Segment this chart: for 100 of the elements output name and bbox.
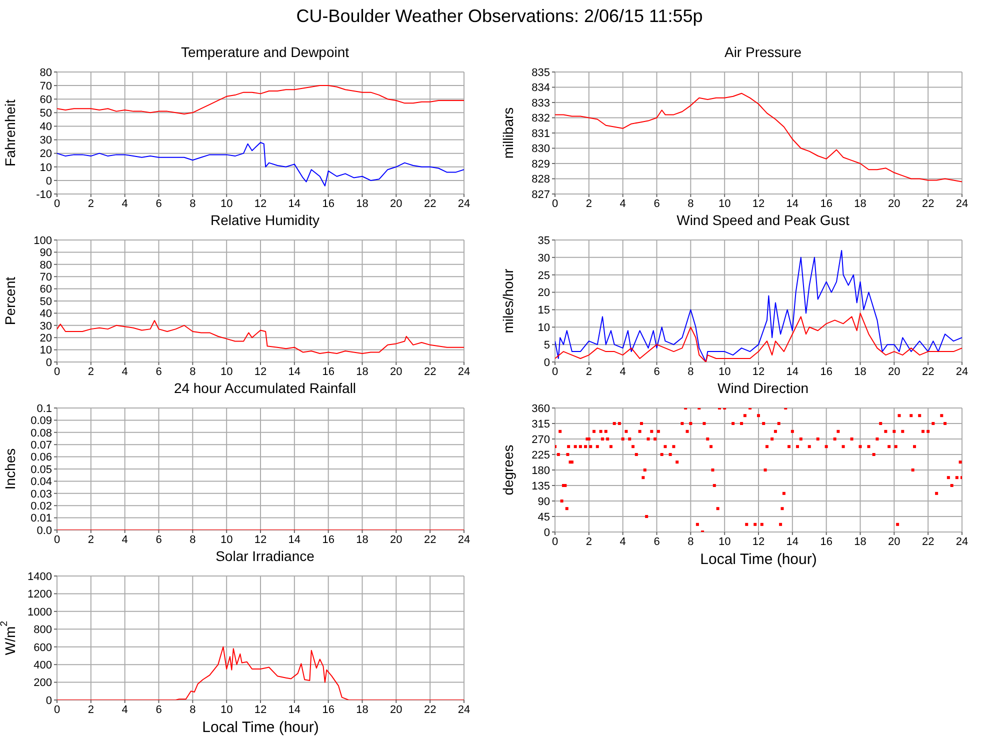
x-tick-label: 6 [654, 198, 660, 210]
x-tick-label: 2 [586, 536, 592, 548]
y-tick-label: 180 [532, 464, 550, 477]
line-series [555, 92, 962, 182]
y-tick-label: 40 [40, 308, 52, 320]
y-axis-title: Fahrenheit [2, 99, 18, 166]
x-tick-label: 18 [854, 198, 866, 210]
y-tick-label: 135 [532, 480, 550, 492]
x-tick-label: 12 [254, 366, 267, 378]
y-tick-label: 270 [532, 434, 550, 446]
x-tick-label: 4 [620, 536, 626, 548]
x-tick-label: 16 [820, 536, 832, 548]
y-tick-label: 1000 [28, 606, 52, 618]
y-tick-label: 30 [40, 134, 52, 147]
x-tick-label: 0 [54, 534, 60, 546]
chart-title: Air Pressure [723, 44, 803, 62]
y-tick-label: 80 [40, 259, 52, 272]
y-tick-label: 20 [40, 332, 52, 345]
x-tick-label: 24 [458, 198, 470, 210]
y-tick-label: 60 [40, 94, 52, 106]
x-tick-label: 20 [888, 366, 900, 378]
chart-title: Solar Irradiance [214, 548, 316, 566]
x-tick-label: 10 [220, 704, 233, 716]
y-axis-title: degrees [500, 444, 516, 496]
y-tick-label: -10 [36, 188, 52, 201]
y-tick-label: 827 [532, 188, 550, 201]
y-tick-label: 0.07 [30, 440, 52, 452]
x-tick-label: 8 [190, 198, 196, 210]
y-tick-label: 360 [532, 402, 550, 415]
x-tick-label: 20 [390, 366, 402, 378]
x-tick-label: 14 [288, 366, 301, 378]
y-tick-label: 0.09 [30, 415, 52, 428]
y-tick-label: 0 [46, 694, 52, 707]
y-tick-label: 15 [538, 304, 550, 317]
x-tick-label: 10 [718, 536, 731, 548]
y-tick-label: 0 [544, 356, 550, 369]
y-tick-label: 10 [40, 344, 52, 357]
x-tick-label: 22 [424, 366, 436, 378]
y-tick-label: 225 [532, 449, 550, 462]
x-tick-label: 22 [424, 198, 436, 210]
x-tick-label: 0 [54, 366, 60, 378]
x-tick-label: 22 [922, 536, 934, 548]
x-tick-label: 8 [688, 198, 694, 210]
y-tick-label: 0.04 [30, 476, 52, 488]
x-tick-label: 22 [922, 366, 934, 378]
y-tick-label: 45 [538, 511, 550, 524]
x-tick-label: 12 [254, 198, 267, 210]
y-tick-label: 10 [538, 322, 550, 334]
y-tick-label: 1200 [28, 588, 52, 601]
x-tick-label: 4 [122, 534, 128, 546]
x-tick-label: 4 [122, 704, 128, 716]
x-tick-label: 14 [786, 198, 799, 210]
x-tick-label: 6 [156, 704, 162, 716]
line-series [57, 320, 464, 354]
x-tick-label: 6 [654, 366, 660, 378]
x-tick-label: 18 [356, 198, 368, 210]
x-tick-label: 14 [288, 704, 301, 716]
chart-title: Relative Humidity [210, 212, 320, 230]
y-tick-label: 70 [40, 272, 52, 284]
x-tick-label: 4 [122, 198, 128, 210]
x-tick-label: 16 [322, 704, 334, 716]
y-tick-label: 60 [40, 284, 52, 296]
x-tick-label: 18 [356, 366, 368, 378]
x-tick-label: 2 [88, 534, 94, 546]
x-tick-label: 4 [620, 366, 626, 378]
x-tick-label: 20 [390, 198, 402, 210]
y-tick-label: 0.06 [30, 452, 52, 464]
x-tick-label: 24 [956, 198, 968, 210]
y-tick-label: 25 [538, 270, 550, 282]
x-tick-label: 14 [786, 366, 799, 378]
y-tick-label: 830 [532, 143, 550, 156]
x-tick-label: 0 [552, 198, 558, 210]
y-tick-label: 0.0 [36, 524, 52, 537]
x-tick-label: 18 [356, 534, 368, 546]
y-axis-title: miles/hour [500, 268, 516, 334]
y-tick-label: 400 [34, 659, 52, 672]
x-tick-label: 16 [322, 366, 334, 378]
x-tick-label: 10 [220, 366, 233, 378]
x-tick-label: 16 [820, 198, 832, 210]
x-tick-label: 8 [688, 366, 694, 378]
x-tick-label: 2 [88, 366, 94, 378]
y-tick-label: 70 [40, 80, 52, 92]
y-tick-label: 835 [532, 66, 550, 79]
y-tick-label: 90 [40, 247, 52, 260]
x-tick-label: 22 [424, 704, 436, 716]
y-axis-title: Percent [2, 276, 18, 326]
y-tick-label: 0.08 [30, 427, 52, 440]
x-tick-label: 10 [718, 198, 731, 210]
y-tick-label: 0.01 [30, 512, 52, 525]
y-tick-label: 829 [532, 158, 550, 170]
x-tick-label: 0 [552, 536, 558, 548]
x-tick-label: 12 [254, 704, 267, 716]
y-tick-label: 0.02 [30, 500, 52, 513]
x-tick-label: 8 [190, 704, 196, 716]
x-tick-label: 0 [552, 366, 558, 378]
y-tick-label: 0 [46, 356, 52, 369]
x-tick-label: 10 [220, 534, 233, 546]
x-tick-label: 8 [190, 534, 196, 546]
y-tick-label: 10 [40, 162, 52, 174]
line-series [57, 142, 464, 186]
